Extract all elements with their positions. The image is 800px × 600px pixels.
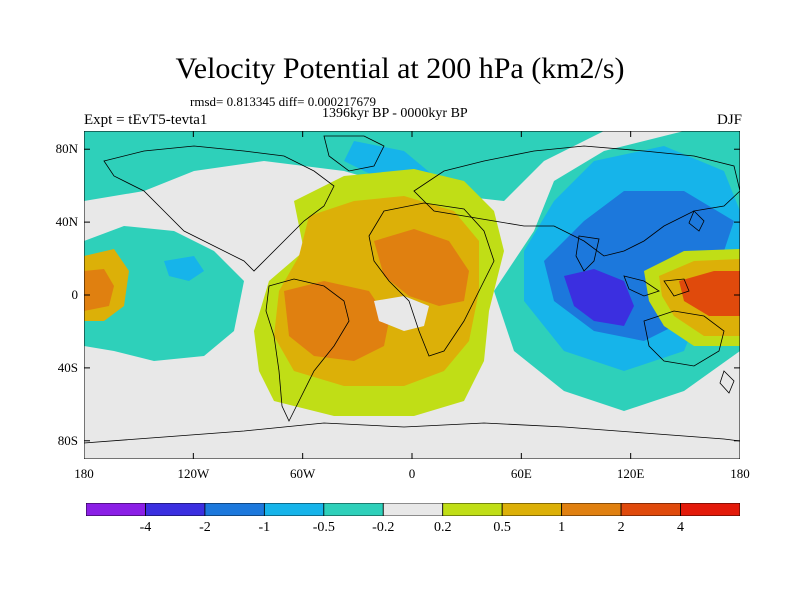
contour-pos-westpac-2 <box>679 271 740 316</box>
y-tick-label: 0 <box>71 287 79 302</box>
contour-neg-pacific-north <box>84 131 604 201</box>
colorbar-level-label: 0.5 <box>493 520 511 535</box>
x-tick-label: 60W <box>290 466 316 481</box>
figure-title: Velocity Potential at 200 hPa (km2/s) <box>175 52 625 85</box>
colorbar-level-label: 0.2 <box>433 520 452 535</box>
colorbar-swatch <box>145 503 206 516</box>
colorbar-level-label: 2 <box>617 520 625 535</box>
contour-neg-indian-darkblue <box>564 269 634 326</box>
contour-pos-gap-light <box>374 296 429 331</box>
colorbar-swatch <box>620 503 681 516</box>
contour-pos-eastpac-1 <box>84 269 114 311</box>
contour-neg-pacific-cyan-small <box>164 256 204 281</box>
axis-ticks <box>84 131 740 459</box>
colorbar-swatch <box>323 503 384 516</box>
colorbar-level-label: 4 <box>677 520 685 535</box>
season-label: DJF <box>716 112 742 128</box>
colorbar-swatch <box>501 503 563 516</box>
experiment-label: Expt = tEvT5-tevta1 <box>84 112 208 128</box>
x-tick-label: 120E <box>616 466 645 481</box>
colorbar-swatch <box>86 503 146 516</box>
y-tick-label: 80S <box>57 432 78 448</box>
contour-neg-pacific-south <box>84 226 244 361</box>
x-tick-label: 120W <box>177 466 210 481</box>
colorbar-level-label: -4 <box>139 520 152 535</box>
coastlines <box>84 135 740 444</box>
y-tick-label: 40N <box>55 214 78 230</box>
colorbar-level-label: -0.2 <box>372 520 395 535</box>
x-tick-label: 180 <box>74 466 94 481</box>
contour-pos-samerica-1 <box>284 281 389 361</box>
y-tick-label: 80N <box>55 141 78 157</box>
stats-label: rmsd= 0.813345 diff= 0.000217679 <box>190 94 376 109</box>
colorbar-swatch <box>442 503 503 516</box>
colorbar-swatch <box>561 503 622 516</box>
colorbar-swatch <box>263 503 325 516</box>
colorbar-swatch <box>204 503 265 516</box>
colorbar <box>86 503 740 516</box>
colorbar-level-label: -0.5 <box>312 520 335 535</box>
contour-pos-africa-1 <box>374 229 469 306</box>
x-tick-label: 0 <box>408 466 416 481</box>
x-tick-label: 60E <box>510 466 532 481</box>
x-tick-label: 180 <box>730 466 750 481</box>
y-tick-label: 40S <box>57 359 78 375</box>
colorbar-swatch <box>680 503 740 516</box>
colorbar-level-label: -1 <box>258 520 271 535</box>
colorbar-swatch <box>382 503 444 516</box>
colorbar-level-label: 1 <box>558 520 566 535</box>
map-plot <box>84 131 740 459</box>
period-label: 1396kyr BP - 0000kyr BP <box>322 106 468 121</box>
colorbar-level-label: -2 <box>199 520 211 535</box>
